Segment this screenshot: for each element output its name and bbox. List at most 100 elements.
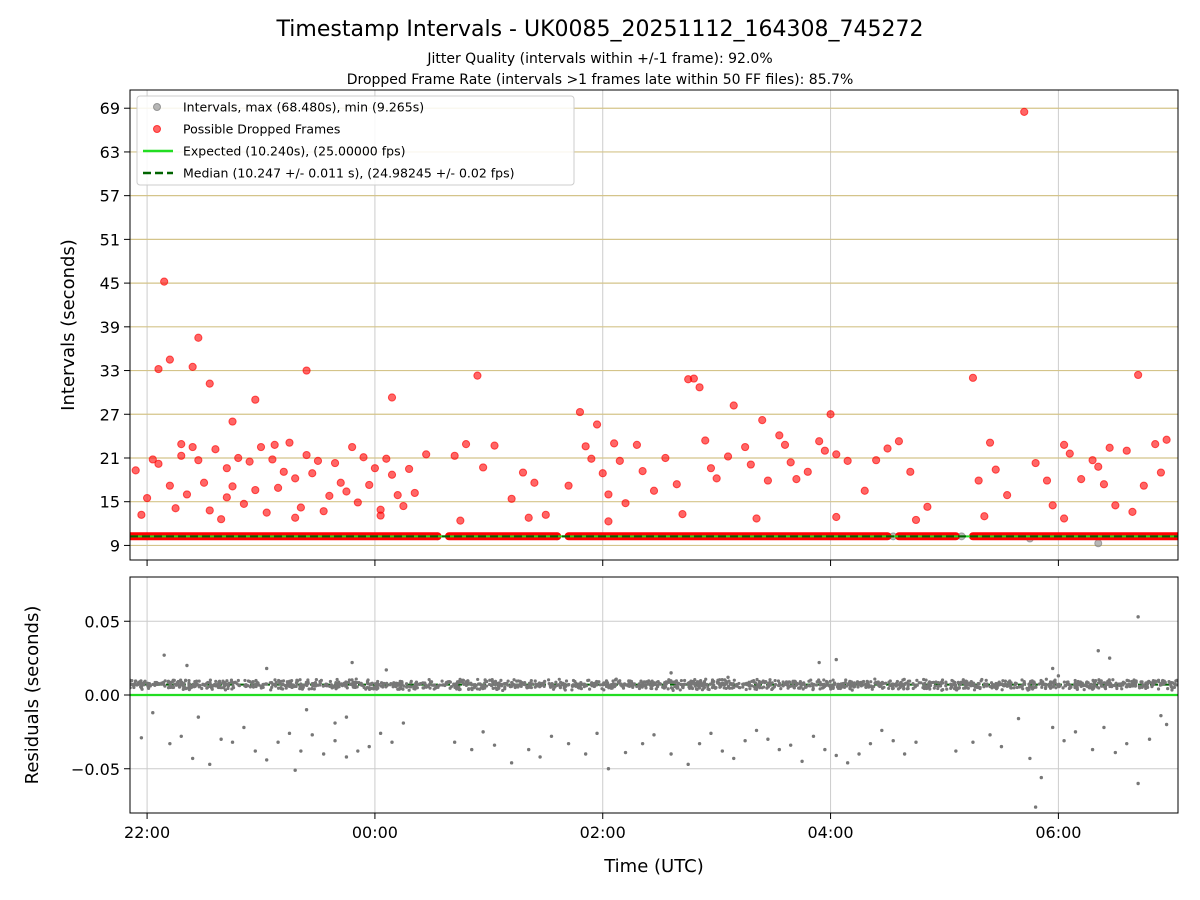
residual-point [452,740,457,744]
dropped-frame-point [1162,435,1171,444]
residual-point [259,684,263,688]
residual-point [323,683,327,688]
residual-point [1079,684,1083,688]
residual-point [741,685,745,689]
dropped-frame-point [336,478,345,487]
residual-point [699,682,703,686]
residual-point [995,686,999,690]
residual-point [171,685,175,690]
residual-point [490,683,494,687]
dropped-frame-point [1094,462,1103,471]
residual-point [669,752,673,756]
dropped-frame-point [422,450,431,459]
residual-point [650,679,654,683]
residual-point [347,678,352,682]
residuals-axes-frame [129,576,1179,814]
residual-point [848,687,852,691]
intervals-panel: 9 15 21 27 33 39 45 51 57 63 69 Intervals (seconds… [58,89,1179,566]
residual-point [801,687,805,691]
residual-point [683,678,687,683]
residual-point [1056,674,1061,678]
residual-point [994,683,998,687]
residual-point [622,683,627,687]
dropped-frame-point [330,458,340,468]
residual-point [978,686,982,691]
residuals-plot-area [130,615,1178,809]
residual-point [1099,681,1103,685]
residual-point [493,679,498,684]
residual-point [586,678,590,683]
dropped-frame-point [860,486,869,495]
intervals-y-axis-label: Intervals (seconds) [58,239,79,411]
residual-point [1097,678,1101,682]
dropped-frame-point [279,467,288,476]
residual-point [807,679,811,683]
residual-point [290,685,294,690]
residual-point [179,681,183,685]
residual-point [887,686,891,691]
residual-point [936,684,940,688]
residual-point [1041,680,1045,684]
residual-point [927,680,932,684]
residual-point [631,683,635,688]
residual-point [494,686,498,690]
dropped-frame-point [370,464,380,473]
dropped-frame-point [701,436,710,445]
dropped-frame-point [353,498,362,507]
residual-point [1134,683,1138,687]
residual-point [230,740,235,744]
residual-point [761,679,765,683]
residual-point [754,728,759,733]
residual-point [856,685,860,689]
residual-point [1073,730,1078,734]
residual-point [791,684,795,688]
residual-point [518,679,522,683]
residual-point [601,682,605,686]
residual-point [845,761,850,765]
dropped-frame-point [399,501,408,511]
dropped-frame-point [313,456,323,465]
residual-point [312,687,316,691]
intervals-y-tick-label: 45 [100,274,120,293]
residual-point [829,687,833,691]
residual-point [657,682,662,686]
dropped-frame-point [251,485,260,495]
residual-point [376,679,380,684]
residual-point [744,687,748,692]
residual-point [1012,686,1016,690]
residual-point [762,685,766,689]
residual-point [1039,775,1044,780]
residual-point [344,684,348,688]
residual-point [187,678,191,683]
residual-point [649,686,653,691]
residual-point [300,685,304,689]
residual-point [755,685,759,689]
residual-point [190,756,195,761]
residual-point [293,768,297,772]
residual-point [130,679,133,683]
residual-point [429,680,434,684]
residual-point [831,686,835,691]
residual-point [512,678,516,682]
residual-point [329,684,333,688]
residual-point [421,681,425,685]
legend-box [136,95,575,186]
dropped-frame-point [222,464,231,473]
residual-point [182,685,187,689]
residual-point [299,749,303,753]
residual-point [944,684,948,688]
residual-point [196,715,201,719]
residual-point [687,681,691,685]
residual-point [620,684,624,688]
residual-point [1140,681,1144,685]
residual-point [344,755,349,759]
residual-point [506,679,510,683]
residual-point [1002,684,1006,688]
residual-point [597,680,601,684]
residual-point [169,682,173,686]
residual-point [242,725,246,730]
residual-point [472,686,476,690]
residual-point [967,682,971,687]
residual-point [905,687,909,691]
residual-point [595,731,599,736]
